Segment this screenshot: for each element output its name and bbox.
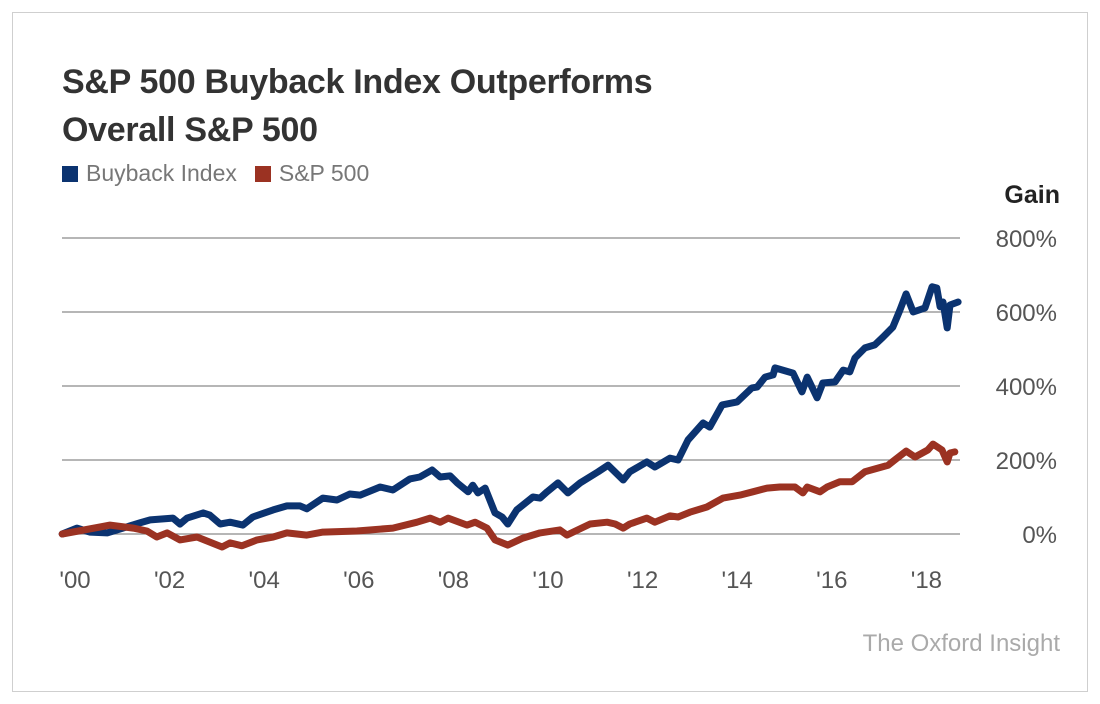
x-tick-label: '00 [59,567,90,594]
series-line-sp500 [58,440,959,551]
x-tick-label: '06 [343,567,374,594]
x-tick-label: '08 [438,567,469,594]
chart-title: S&P 500 Buyback Index Outperforms Overal… [62,58,653,154]
x-tick-label: '14 [722,567,753,594]
title-line-1: S&P 500 Buyback Index Outperforms [62,63,653,101]
y-axis-label: Gain [1004,181,1060,209]
y-tick-label: 200% [996,448,1057,475]
legend-label-buyback: Buyback Index [86,160,237,186]
legend-swatch-buyback [62,165,78,182]
source-credit: The Oxford Insight [862,630,1060,657]
series-line-buyback-index [58,283,962,538]
title-line-2: Overall S&P 500 [62,111,318,149]
x-tick-label: '12 [627,567,658,594]
y-tick-label: 0% [1022,522,1057,549]
y-tick-label: 800% [996,226,1057,253]
legend-swatch-sp500 [254,165,271,182]
legend-item-sp500: S&P 500 [254,160,370,187]
x-tick-label: '16 [816,567,847,594]
x-tick-label: '02 [154,567,185,594]
legend: Buyback Index S&P 500 [62,160,387,187]
x-tick-label: '18 [911,567,942,594]
y-tick-label: 400% [996,374,1057,401]
legend-label-sp500: S&P 500 [278,160,370,186]
legend-item-buyback: Buyback Index [62,160,237,187]
y-tick-label: 600% [996,300,1057,327]
x-tick-label: '04 [249,567,280,594]
x-tick-label: '10 [532,567,563,594]
chart-frame [12,12,1088,692]
